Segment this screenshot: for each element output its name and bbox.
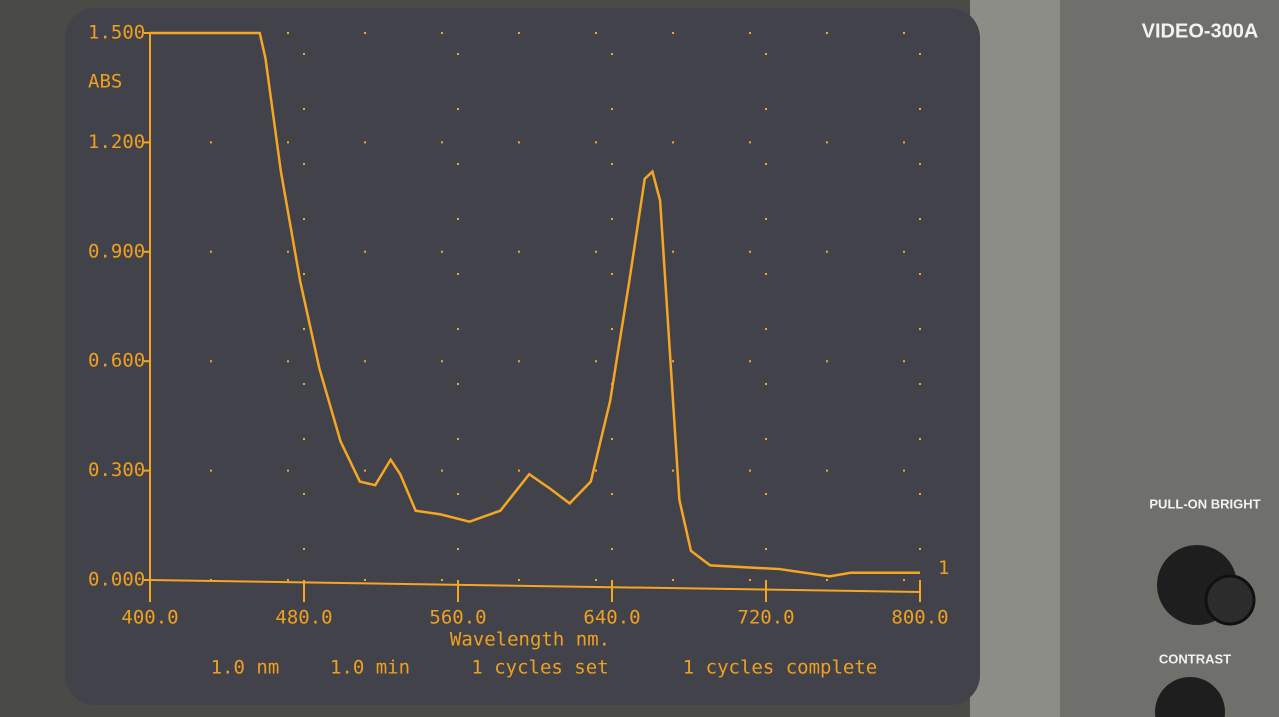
y-tick-label: 1.500	[88, 22, 145, 44]
y-axis-label: ABS	[88, 71, 122, 93]
knob-shaft	[1204, 574, 1256, 626]
crt-screen	[65, 8, 980, 705]
x-tick-label: 400.0	[121, 607, 178, 629]
frame	[970, 0, 1070, 717]
status-text: 1 cycles set	[471, 657, 608, 679]
x-axis	[149, 579, 921, 593]
x-tick-label: 640.0	[583, 607, 640, 629]
status-text: 1 cycles complete	[683, 657, 877, 679]
y-tick-label: 1.200	[88, 131, 145, 153]
knob-label: CONTRAST	[1159, 651, 1231, 666]
y-tick-label: 0.300	[88, 459, 145, 481]
y-tick-label: 0.600	[88, 350, 145, 372]
status-text: 1.0 min	[330, 657, 410, 679]
x-tick-label: 720.0	[737, 607, 794, 629]
x-tick-label: 800.0	[891, 607, 948, 629]
model-label: VIDEO-300A	[1142, 20, 1259, 42]
status-text: 1.0 nm	[211, 657, 280, 679]
x-tick-label: 480.0	[275, 607, 332, 629]
y-tick-label: 0.900	[88, 240, 145, 262]
trace-label: 1	[938, 557, 949, 579]
spectrum-line	[150, 31, 920, 578]
x-tick-label: 560.0	[429, 607, 486, 629]
x-axis-label: Wavelength nm.	[450, 629, 610, 651]
knob[interactable]	[1155, 677, 1225, 717]
y-tick-label: 0.000	[88, 569, 145, 591]
knob-label: PULL-ON BRIGHT	[1149, 496, 1260, 511]
